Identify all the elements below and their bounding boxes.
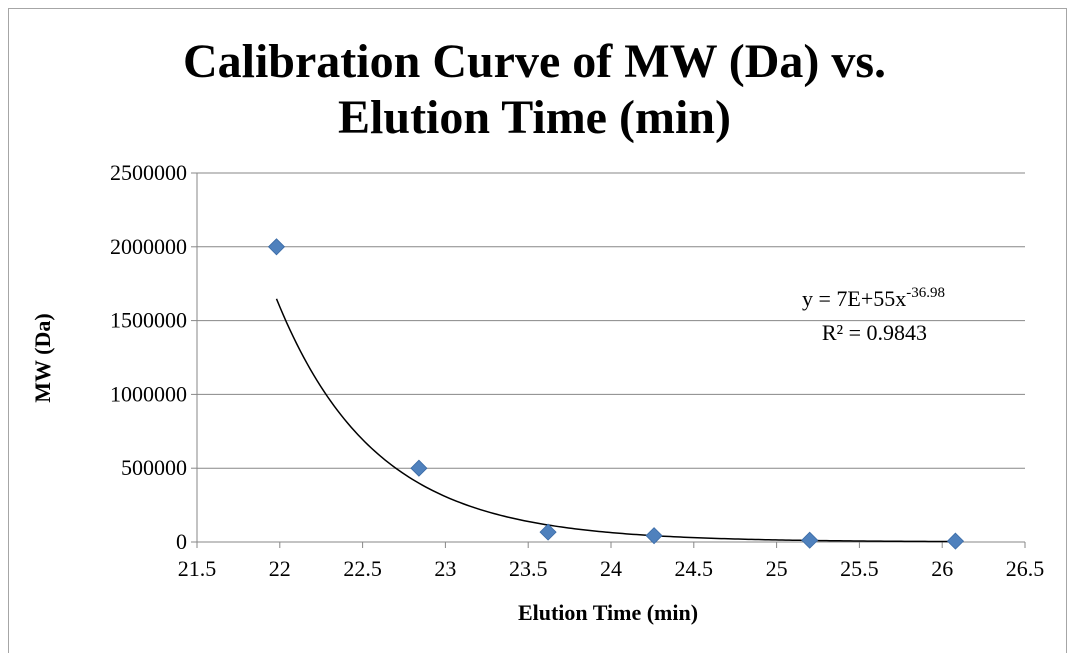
x-tick-label: 26 bbox=[931, 556, 953, 581]
data-point bbox=[801, 531, 819, 549]
x-tick-label: 24 bbox=[600, 556, 622, 581]
chart-frame bbox=[8, 8, 1067, 653]
data-point bbox=[410, 459, 428, 477]
y-tick-labels: 0 500000 1000000 1500000 2000000 2500000 bbox=[110, 160, 187, 554]
data-point bbox=[946, 532, 965, 550]
x-tick-label: 22 bbox=[269, 556, 291, 581]
chart-title: Calibration Curve of MW (Da) vs. Elution… bbox=[0, 34, 1069, 146]
x-tick-label: 26.5 bbox=[1006, 556, 1045, 581]
y-tick-label: 2500000 bbox=[110, 160, 187, 185]
trendline-equation: y = 7E+55x-36.98 bbox=[802, 285, 945, 311]
trendline-r2: R² = 0.9843 bbox=[822, 320, 927, 345]
x-axis-title: Elution Time (min) bbox=[518, 600, 698, 625]
x-tick-label: 25.5 bbox=[840, 556, 879, 581]
trendline-equation-exponent: -36.98 bbox=[906, 285, 945, 301]
y-tick-label: 1500000 bbox=[110, 308, 187, 333]
y-tick-label: 2000000 bbox=[110, 234, 187, 259]
trendline bbox=[275, 298, 956, 543]
x-tick-label: 23.5 bbox=[509, 556, 548, 581]
x-tick-label: 22.5 bbox=[343, 556, 382, 581]
data-point bbox=[539, 523, 557, 541]
x-tick-label: 21.5 bbox=[178, 556, 217, 581]
x-tick-label: 25 bbox=[766, 556, 788, 581]
y-axis-title: MW (Da) bbox=[30, 313, 55, 402]
chart-title-line1: Calibration Curve of MW (Da) vs. bbox=[182, 35, 887, 88]
trendline-group bbox=[275, 298, 956, 543]
y-tick-label: 500000 bbox=[121, 455, 187, 480]
data-points bbox=[267, 238, 965, 550]
y-tick-label: 0 bbox=[176, 529, 187, 554]
axes bbox=[196, 173, 1026, 548]
x-tick-label: 24.5 bbox=[675, 556, 714, 581]
data-point bbox=[267, 238, 286, 256]
data-point bbox=[645, 527, 663, 545]
x-tick-label: 23 bbox=[434, 556, 456, 581]
y-tick-label: 1000000 bbox=[110, 381, 187, 406]
chart-title-line2: Elution Time (min) bbox=[338, 91, 731, 144]
gridlines bbox=[191, 172, 1025, 543]
trendline-equation-base: y = 7E+55x bbox=[802, 286, 906, 311]
x-tick-labels: 21.5 22 22.5 23 23.5 24 24.5 25 25.5 26 26.5 bbox=[178, 556, 1045, 581]
